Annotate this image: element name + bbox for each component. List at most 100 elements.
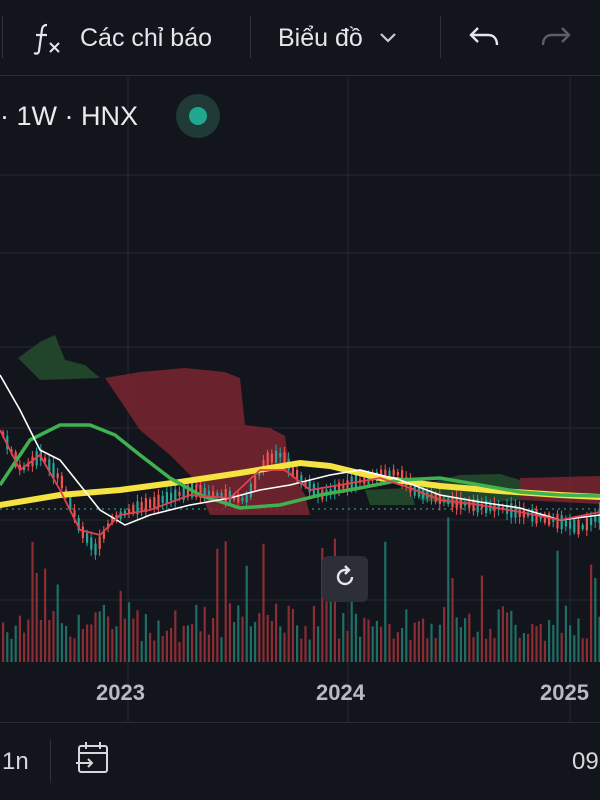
candle-body (535, 508, 538, 524)
volume-bar (300, 638, 303, 662)
candle-body (329, 489, 332, 494)
x-tick-2025: 2025 (540, 680, 589, 705)
volume-bar (371, 626, 374, 662)
candle-body (60, 475, 63, 489)
volume-bar (548, 620, 551, 662)
redo-button[interactable] (540, 0, 572, 76)
volume-bar (186, 625, 189, 662)
candle-body (262, 460, 265, 471)
volume-bar (472, 637, 475, 662)
undo-icon (468, 24, 500, 52)
candle-body (123, 510, 126, 516)
candle-body (237, 494, 240, 503)
volume-bar (497, 609, 500, 662)
market-status-indicator (176, 94, 220, 138)
candle-body (48, 459, 51, 472)
volume-bar (581, 638, 584, 662)
volume-bar (258, 613, 261, 662)
candle-body (384, 469, 387, 480)
candle-body (69, 495, 72, 511)
chart-grid (0, 77, 600, 722)
volume-bar (380, 626, 383, 662)
volume-bar (564, 605, 567, 662)
candle-body (207, 490, 210, 496)
candle-body (102, 530, 105, 539)
toolbar-divider (2, 16, 3, 58)
volume-bar (375, 620, 378, 662)
volume-bar (86, 624, 89, 662)
candle-body (266, 452, 269, 467)
volume-bar (401, 627, 404, 662)
volume-bar (228, 603, 231, 662)
volume-bar (102, 604, 105, 662)
volume-bar (98, 611, 101, 662)
candle-body (560, 515, 563, 530)
volume-bar (212, 617, 215, 662)
reset-icon (332, 564, 358, 595)
goto-date-icon (74, 740, 112, 785)
volume-bar (359, 636, 362, 662)
candle-body (241, 497, 244, 501)
volume-bar (514, 624, 517, 662)
volume-bar (430, 623, 433, 662)
candle-body (186, 484, 189, 498)
candle-body (86, 533, 89, 543)
volume-bar (31, 541, 34, 662)
chevron-down-icon (379, 32, 397, 44)
volume-bar (241, 616, 244, 662)
candle-body (111, 516, 114, 523)
candle-body (270, 453, 273, 463)
volume-bar (220, 637, 223, 662)
volume-bar (535, 626, 538, 662)
volume-bar (107, 616, 110, 662)
volume-bar (199, 631, 202, 662)
cloud-bear (105, 368, 310, 515)
volume-bar (136, 610, 139, 662)
candle-body (304, 480, 307, 486)
chart-type-dropdown[interactable]: Biểu đồ (278, 0, 397, 76)
volume-bar (531, 623, 534, 662)
candle-body (10, 449, 13, 453)
volume-bar (174, 610, 177, 662)
timeframe-button[interactable]: 1n (2, 723, 29, 800)
volume-bar (283, 632, 286, 662)
goto-date-button[interactable] (74, 723, 112, 800)
candle-body (254, 474, 257, 490)
volume-bar (157, 620, 160, 662)
volume-bar (249, 626, 252, 662)
price-chart[interactable] (0, 77, 600, 722)
candle-body (90, 537, 93, 550)
volume-bar (291, 608, 294, 662)
volume-bar (6, 632, 9, 662)
volume-bar (434, 638, 437, 662)
volume-bar (598, 616, 600, 662)
indicators-button[interactable]: Các chỉ báo (32, 0, 212, 76)
volume-bar (296, 625, 299, 662)
volume-bar (363, 617, 366, 662)
symbol-info[interactable]: · 1W · HNX (0, 96, 138, 136)
volume-bar (233, 622, 236, 662)
volume-bar (405, 609, 408, 662)
candle-body (6, 435, 9, 450)
cloud-bull (365, 488, 415, 505)
reset-chart-button[interactable] (322, 556, 368, 602)
interval-exchange-label: · 1W · HNX (0, 100, 138, 131)
candle-body (249, 483, 252, 498)
volume-bar (224, 541, 227, 662)
candle-body (98, 536, 101, 550)
candle-body (81, 526, 84, 539)
candle-body (296, 470, 299, 480)
candle-body (338, 482, 341, 494)
undo-button[interactable] (468, 0, 500, 76)
volume-bar (485, 638, 488, 662)
volume-bar (590, 564, 593, 662)
volume-bar (350, 558, 353, 662)
candle-body (577, 520, 580, 535)
chart-type-label: Biểu đồ (278, 23, 363, 52)
candle-body (367, 472, 370, 485)
volume-bar (501, 606, 504, 662)
volume-bar (325, 568, 328, 662)
volume-bar (23, 632, 26, 662)
volume-bar (443, 607, 446, 662)
volume-bar (56, 584, 59, 662)
